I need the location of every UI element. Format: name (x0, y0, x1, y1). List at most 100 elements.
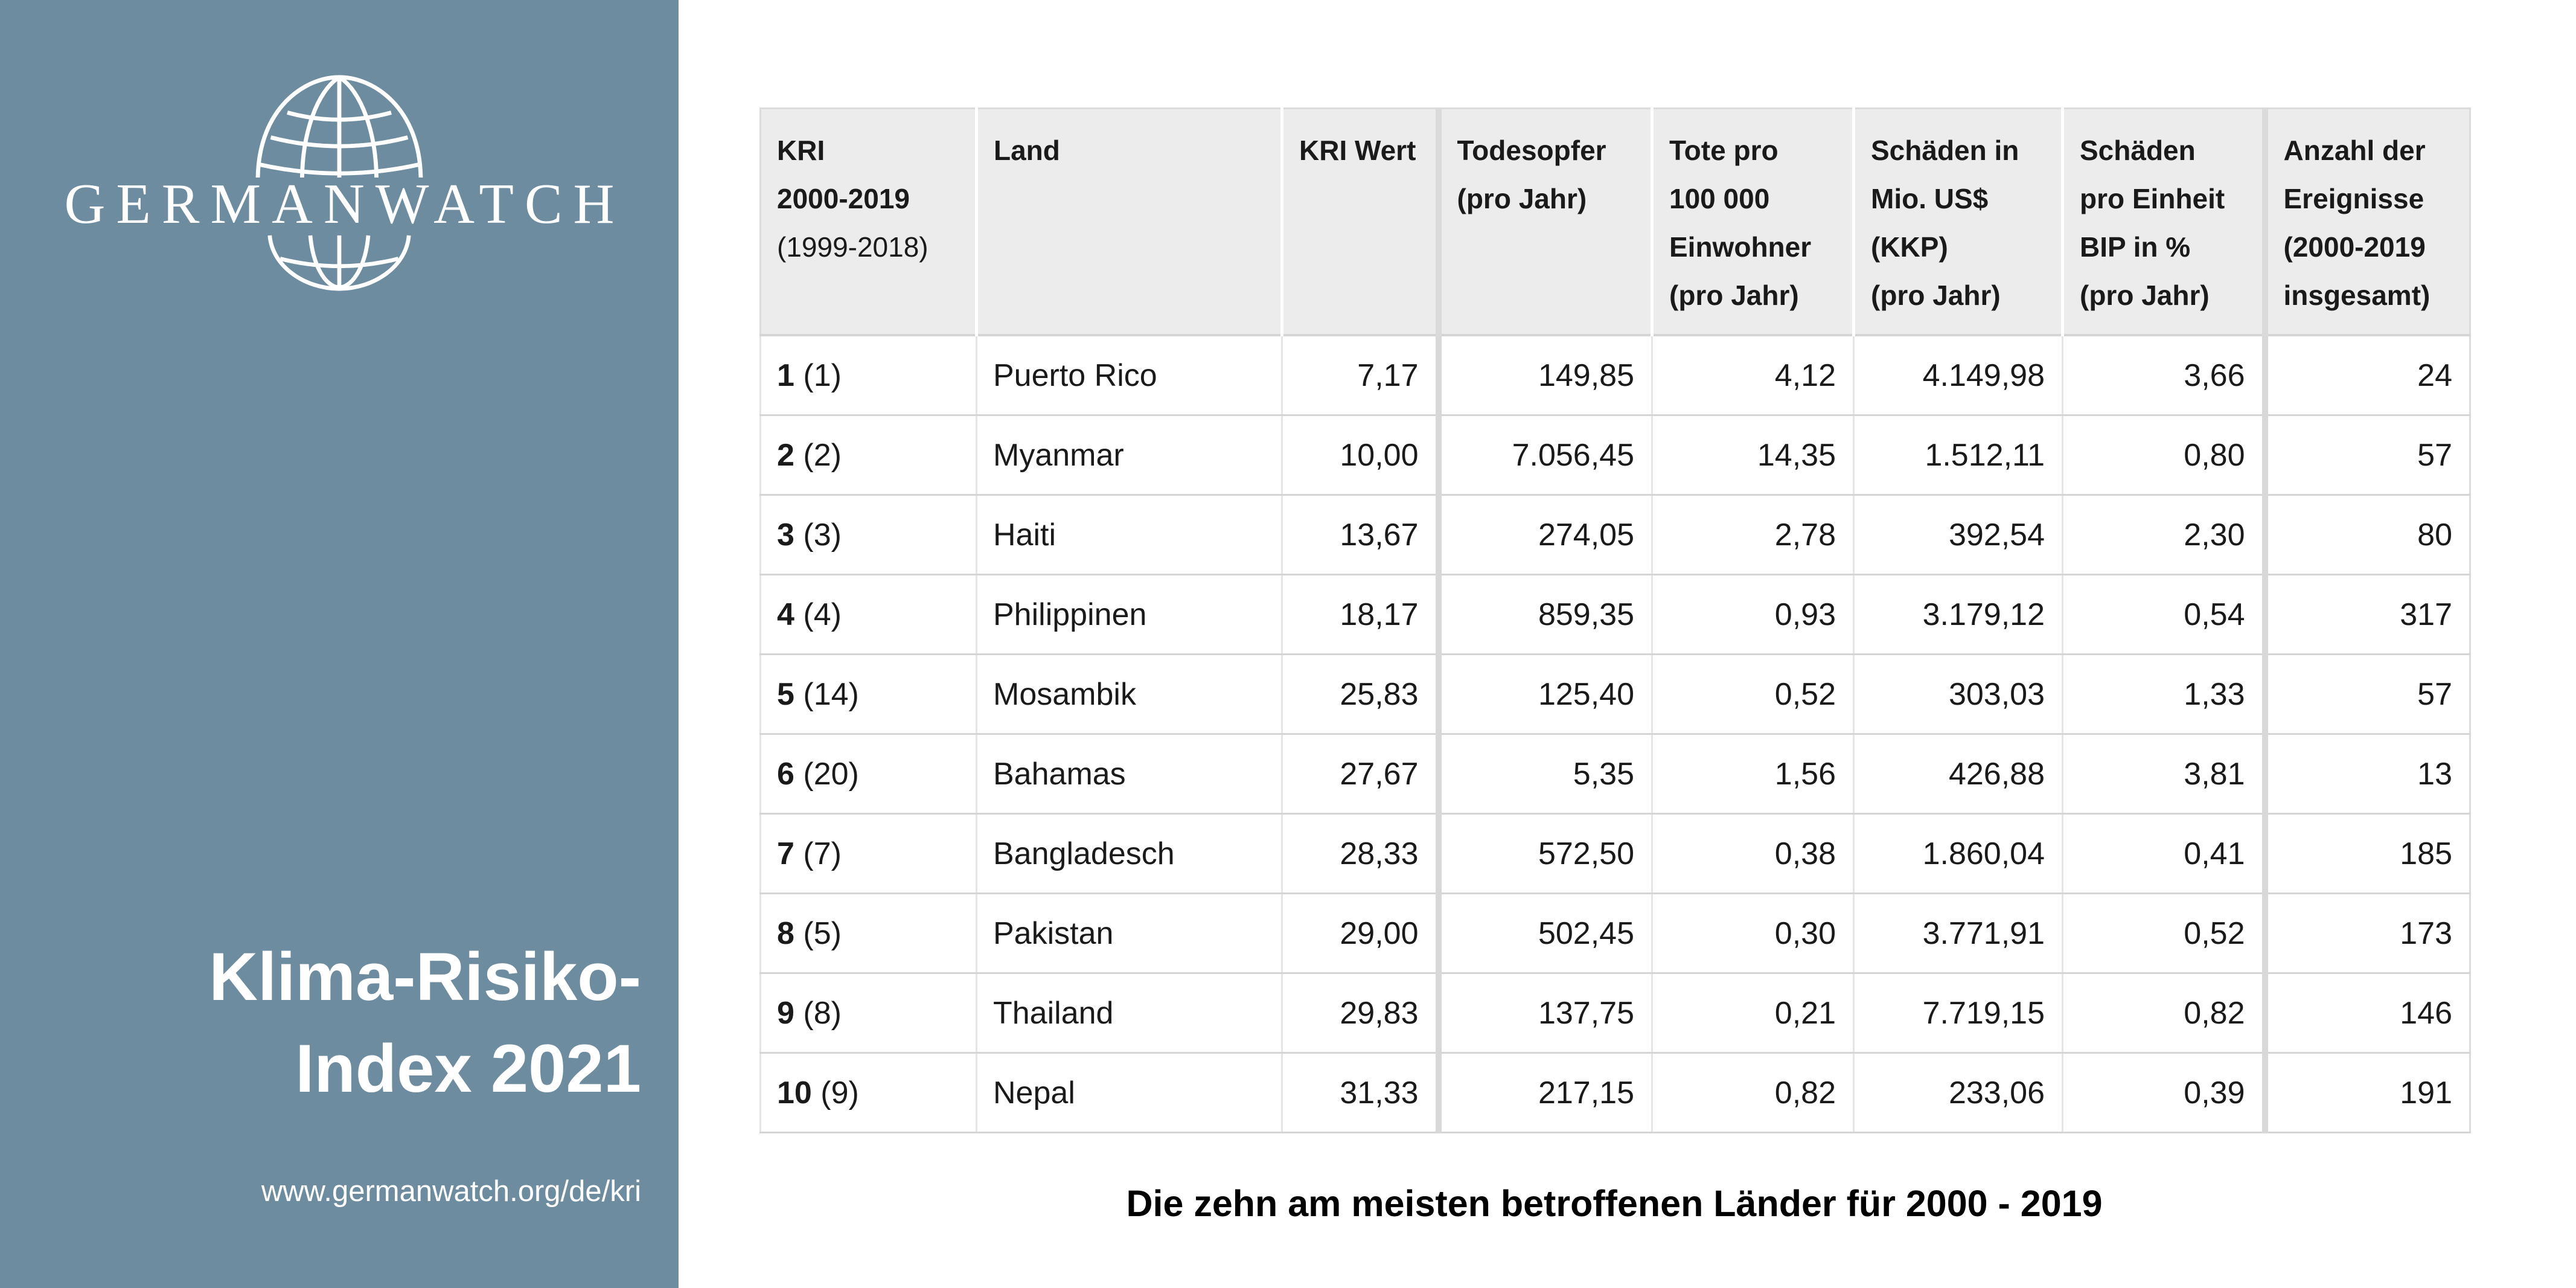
globe-top-icon (255, 75, 423, 178)
cell-land: Thailand (976, 973, 1282, 1054)
table-row: 6 (20) Bahamas 27,67 5,35 1,56 426,88 3,… (759, 734, 2471, 815)
cell-tote-pro-100k: 1,56 (1651, 734, 1854, 815)
table-header-row: KRI 2000-2019 (1999-2018) Land KRI Wert … (759, 107, 2471, 336)
cell-todesopfer: 572,50 (1435, 813, 1652, 894)
cell-tote-pro-100k: 14,35 (1651, 415, 1854, 496)
sidebar-title: Klima-Risiko- Index 2021 (209, 931, 641, 1115)
logo-wordmark: GERMANWATCH (64, 173, 625, 235)
cell-ereignisse: 57 (2261, 415, 2471, 496)
cell-schaeden-mio: 1.860,04 (1853, 813, 2063, 894)
cell-schaeden-bip: 1,33 (2062, 654, 2265, 735)
column-header-todesopfer: Todesopfer (pro Jahr) (1435, 107, 1652, 336)
cell-kri-wert: 28,33 (1281, 813, 1439, 894)
cell-ereignisse: 317 (2261, 574, 2471, 655)
table-row: 3 (3) Haiti 13,67 274,05 2,78 392,54 2,3… (759, 495, 2471, 575)
cell-schaeden-mio: 426,88 (1853, 734, 2063, 815)
cell-kri-wert: 31,33 (1281, 1053, 1439, 1133)
cell-todesopfer: 859,35 (1435, 574, 1652, 655)
cell-tote-pro-100k: 2,78 (1651, 495, 1854, 575)
cell-kri-wert: 7,17 (1281, 335, 1439, 416)
cell-rank: 8 (5) (759, 893, 977, 974)
cell-ereignisse: 24 (2261, 335, 2471, 416)
cell-todesopfer: 5,35 (1435, 734, 1652, 815)
cell-rank: 6 (20) (759, 734, 977, 815)
cell-kri-wert: 25,83 (1281, 654, 1439, 735)
cell-rank: 9 (8) (759, 973, 977, 1054)
cell-schaeden-mio: 7.719,15 (1853, 973, 2063, 1054)
cell-rank: 10 (9) (759, 1053, 977, 1133)
cell-rank: 3 (3) (759, 495, 977, 575)
cell-schaeden-bip: 0,39 (2062, 1053, 2265, 1133)
cell-todesopfer: 7.056,45 (1435, 415, 1652, 496)
cell-tote-pro-100k: 0,30 (1651, 893, 1854, 974)
cell-schaeden-mio: 3.771,91 (1853, 893, 2063, 974)
cell-ereignisse: 146 (2261, 973, 2471, 1054)
sidebar-title-line1: Klima-Risiko- (209, 939, 641, 1014)
cell-land: Bahamas (976, 734, 1282, 815)
table-row: 1 (1) Puerto Rico 7,17 149,85 4,12 4.149… (759, 335, 2471, 416)
cell-land: Mosambik (976, 654, 1282, 735)
cell-ereignisse: 13 (2261, 734, 2471, 815)
cell-todesopfer: 502,45 (1435, 893, 1652, 974)
table-row: 7 (7) Bangladesch 28,33 572,50 0,38 1.86… (759, 813, 2471, 894)
cell-land: Bangladesch (976, 813, 1282, 894)
table-caption: Die zehn am meisten betroffenen Länder f… (1126, 1183, 2103, 1224)
climate-risk-table: KRI 2000-2019 (1999-2018) Land KRI Wert … (759, 107, 2471, 1133)
cell-rank: 7 (7) (759, 813, 977, 894)
table-row: 10 (9) Nepal 31,33 217,15 0,82 233,06 0,… (759, 1053, 2471, 1133)
cell-ereignisse: 173 (2261, 893, 2471, 974)
cell-kri-wert: 29,83 (1281, 973, 1439, 1054)
cell-kri-wert: 27,67 (1281, 734, 1439, 815)
column-header-ereignisse: Anzahl der Ereignisse (2000-2019 insgesa… (2261, 107, 2471, 336)
cell-schaeden-mio: 1.512,11 (1853, 415, 2063, 496)
globe-bottom-icon (267, 235, 411, 291)
cell-schaeden-bip: 3,81 (2062, 734, 2265, 815)
cell-schaeden-bip: 0,52 (2062, 893, 2265, 974)
cell-schaeden-bip: 0,82 (2062, 973, 2265, 1054)
cell-schaeden-bip: 3,66 (2062, 335, 2265, 416)
sidebar: GERMANWATCH Klima-Risiko- Index 2021 www… (0, 0, 679, 1288)
cell-todesopfer: 217,15 (1435, 1053, 1652, 1133)
cell-land: Philippinen (976, 574, 1282, 655)
column-header-schaeden-bip: Schäden pro Einheit BIP in % (pro Jahr) (2061, 107, 2265, 336)
cell-schaeden-bip: 0,54 (2062, 574, 2265, 655)
cell-ereignisse: 57 (2261, 654, 2471, 735)
cell-schaeden-mio: 4.149,98 (1853, 335, 2063, 416)
cell-schaeden-bip: 2,30 (2062, 495, 2265, 575)
cell-schaeden-mio: 3.179,12 (1853, 574, 2063, 655)
table-row: 8 (5) Pakistan 29,00 502,45 0,30 3.771,9… (759, 893, 2471, 974)
cell-land: Myanmar (976, 415, 1282, 496)
cell-schaeden-mio: 233,06 (1853, 1053, 2063, 1133)
table-row: 4 (4) Philippinen 18,17 859,35 0,93 3.17… (759, 574, 2471, 655)
cell-tote-pro-100k: 0,82 (1651, 1053, 1854, 1133)
cell-kri-wert: 18,17 (1281, 574, 1439, 655)
column-header-schaeden-mio: Schäden in Mio. US$ (KKP) (pro Jahr) (1852, 107, 2063, 336)
cell-kri-wert: 13,67 (1281, 495, 1439, 575)
cell-schaeden-mio: 303,03 (1853, 654, 2063, 735)
cell-land: Haiti (976, 495, 1282, 575)
table-row: 5 (14) Mosambik 25,83 125,40 0,52 303,03… (759, 654, 2471, 735)
cell-todesopfer: 125,40 (1435, 654, 1652, 735)
cell-todesopfer: 137,75 (1435, 973, 1652, 1054)
table-row: 9 (8) Thailand 29,83 137,75 0,21 7.719,1… (759, 973, 2471, 1054)
cell-tote-pro-100k: 0,21 (1651, 973, 1854, 1054)
cell-todesopfer: 149,85 (1435, 335, 1652, 416)
cell-land: Puerto Rico (976, 335, 1282, 416)
germanwatch-logo: GERMANWATCH (0, 71, 679, 292)
cell-ereignisse: 80 (2261, 495, 2471, 575)
table-row: 2 (2) Myanmar 10,00 7.056,45 14,35 1.512… (759, 415, 2471, 496)
cell-land: Nepal (976, 1053, 1282, 1133)
cell-land: Pakistan (976, 893, 1282, 974)
cell-rank: 2 (2) (759, 415, 977, 496)
sidebar-title-line2: Index 2021 (295, 1031, 641, 1106)
cell-ereignisse: 191 (2261, 1053, 2471, 1133)
cell-tote-pro-100k: 4,12 (1651, 335, 1854, 416)
cell-ereignisse: 185 (2261, 813, 2471, 894)
column-header-land: Land (975, 107, 1282, 336)
column-header-kri-rank: KRI 2000-2019 (1999-2018) (759, 107, 977, 336)
cell-rank: 5 (14) (759, 654, 977, 735)
sidebar-url: www.germanwatch.org/de/kri (261, 1175, 641, 1208)
cell-rank: 4 (4) (759, 574, 977, 655)
cell-schaeden-bip: 0,80 (2062, 415, 2265, 496)
cell-kri-wert: 29,00 (1281, 893, 1439, 974)
